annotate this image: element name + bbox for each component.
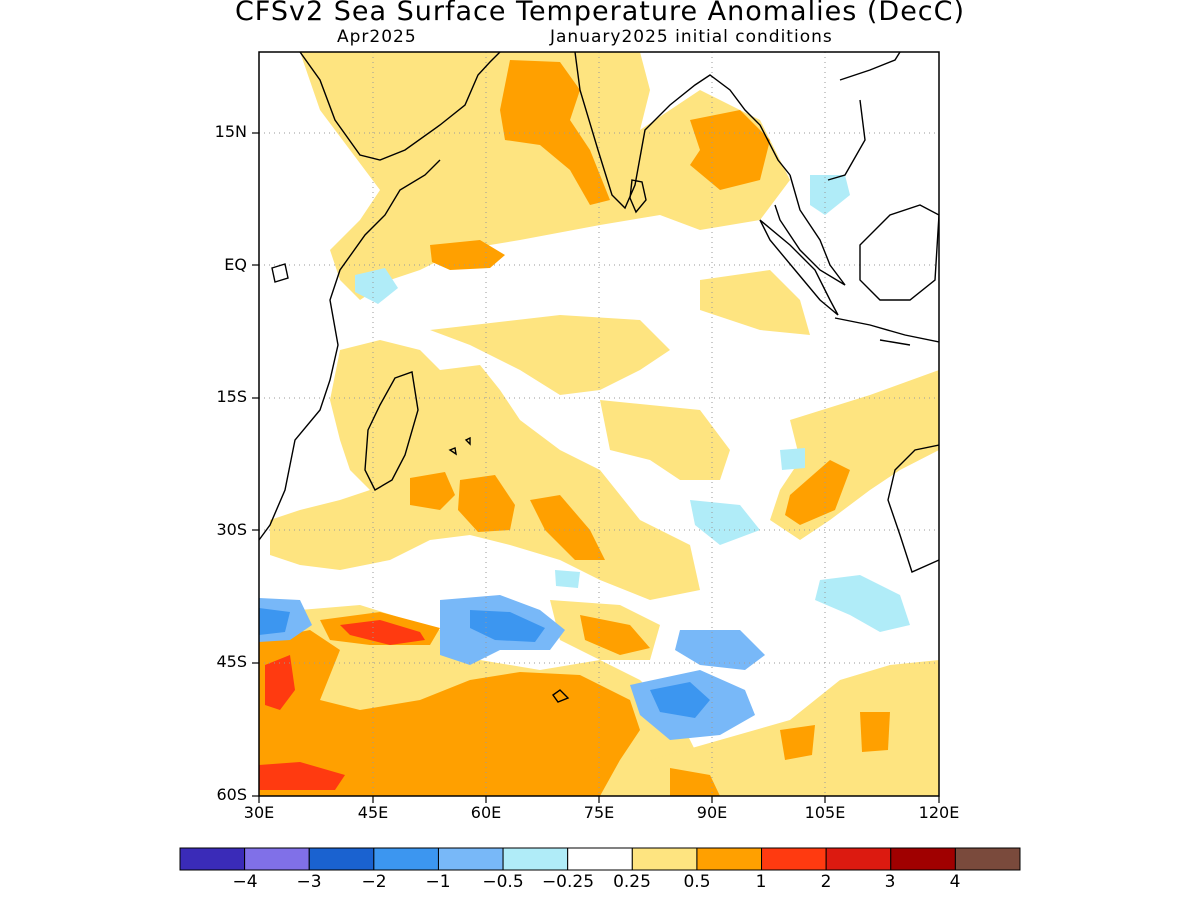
grid-lines — [259, 52, 939, 796]
lat-label-eq: EQ — [224, 255, 247, 274]
anomaly-region — [670, 768, 720, 796]
anomaly-region — [430, 315, 670, 395]
lon-label-90e: 90E — [696, 803, 728, 822]
anomaly-region — [690, 110, 770, 190]
coastline-sri-lanka — [629, 179, 647, 214]
anomaly-region — [815, 575, 910, 632]
anomaly-region — [270, 340, 700, 600]
colorbar-label: 1 — [755, 872, 767, 892]
lat-label-30s: 30S — [216, 520, 247, 539]
lat-label-15n: 15N — [214, 122, 247, 141]
coastline-africa — [259, 159, 441, 541]
colorbar-label: 3 — [884, 872, 896, 892]
colorbar-swatch — [954, 847, 1021, 871]
coastline-socotra — [271, 263, 289, 283]
colorbar-label: −2 — [361, 872, 387, 892]
anomaly-region — [458, 475, 515, 532]
anomaly-region — [580, 615, 650, 655]
coastline-indochina — [827, 52, 901, 181]
anomaly-region — [410, 472, 455, 510]
coastline-se-asia — [774, 174, 846, 286]
initial-conditions-label: January2025 initial conditions — [550, 27, 833, 47]
anomaly-region — [675, 630, 765, 670]
anomaly-region — [340, 620, 425, 645]
coastline-australia — [887, 444, 939, 573]
colorbar-swatch — [696, 847, 763, 871]
anomaly-region — [600, 400, 730, 480]
coastline-kerguelen — [552, 689, 570, 703]
anomaly-region — [259, 762, 345, 790]
coastline-sumatra — [759, 219, 839, 316]
colorbar-label: −4 — [232, 872, 258, 892]
colorbar-swatch — [373, 847, 439, 871]
anomaly-region — [470, 610, 545, 642]
colorbar-label: −0.5 — [482, 872, 524, 892]
coastline-india — [574, 52, 791, 210]
colorbar-swatch — [761, 847, 827, 871]
colorbar-label: 0.25 — [613, 872, 651, 892]
colorbar-swatch — [631, 847, 698, 871]
anomaly-region — [265, 655, 295, 710]
anomaly-region — [259, 608, 290, 635]
anomaly-region — [259, 630, 640, 796]
anomaly-fields — [259, 52, 939, 796]
anomaly-region — [650, 682, 710, 718]
lat-label-15s: 15S — [216, 387, 247, 406]
anomaly-region — [810, 175, 850, 215]
anomaly-region — [430, 240, 505, 270]
colorbar-swatch — [890, 847, 956, 871]
anomaly-region — [780, 448, 805, 470]
coastlines — [259, 52, 939, 703]
coastline-mauritius — [448, 436, 471, 456]
colorbar-swatch — [502, 847, 569, 871]
anomaly-region — [780, 725, 815, 760]
colorbar-label: −1 — [425, 872, 451, 892]
colorbar-label: 4 — [949, 872, 961, 892]
axis-ticks — [252, 132, 940, 803]
anomaly-region — [640, 660, 939, 796]
coastline-borneo — [859, 204, 939, 301]
anomaly-region — [785, 460, 850, 525]
lat-label-45s: 45S — [216, 652, 247, 671]
anomaly-region — [555, 570, 580, 588]
colorbar-label: −3 — [296, 872, 322, 892]
lon-label-105e: 105E — [804, 803, 846, 822]
anomaly-region — [690, 500, 760, 545]
colorbar-label: −0.25 — [541, 872, 595, 892]
lon-label-45e: 45E — [357, 803, 389, 822]
colorbar-swatch — [825, 847, 892, 871]
map-title: CFSv2 Sea Surface Temperature Anomalies … — [234, 0, 966, 27]
colorbar-swatch — [567, 847, 633, 871]
colorbar-label: 2 — [820, 872, 832, 892]
colorbar-swatch — [244, 847, 310, 871]
coastline-java — [834, 317, 939, 346]
lon-label-30e: 30E — [243, 803, 275, 822]
anomaly-region — [300, 52, 790, 300]
lon-label-120e: 120E — [918, 803, 960, 822]
coastline-arabia — [299, 52, 501, 161]
lon-label-75e: 75E — [583, 803, 615, 822]
anomaly-region — [530, 495, 605, 560]
colorbar-label: 0.5 — [683, 872, 711, 892]
anomaly-region — [860, 712, 890, 752]
anomaly-region — [700, 270, 810, 335]
forecast-month: Apr2025 — [337, 27, 417, 47]
colorbar — [179, 847, 1021, 871]
coastline-madagascar — [364, 371, 419, 491]
colorbar-swatch — [308, 847, 375, 871]
anomaly-region — [355, 268, 398, 304]
colorbar-swatch — [179, 847, 246, 871]
lat-label-60s: 60S — [216, 785, 247, 804]
lon-label-60e: 60E — [470, 803, 502, 822]
colorbar-swatch — [437, 847, 504, 871]
